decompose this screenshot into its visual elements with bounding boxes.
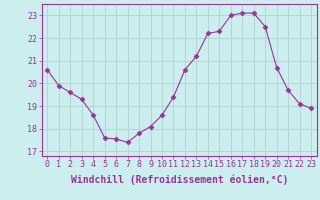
X-axis label: Windchill (Refroidissement éolien,°C): Windchill (Refroidissement éolien,°C)	[70, 175, 288, 185]
